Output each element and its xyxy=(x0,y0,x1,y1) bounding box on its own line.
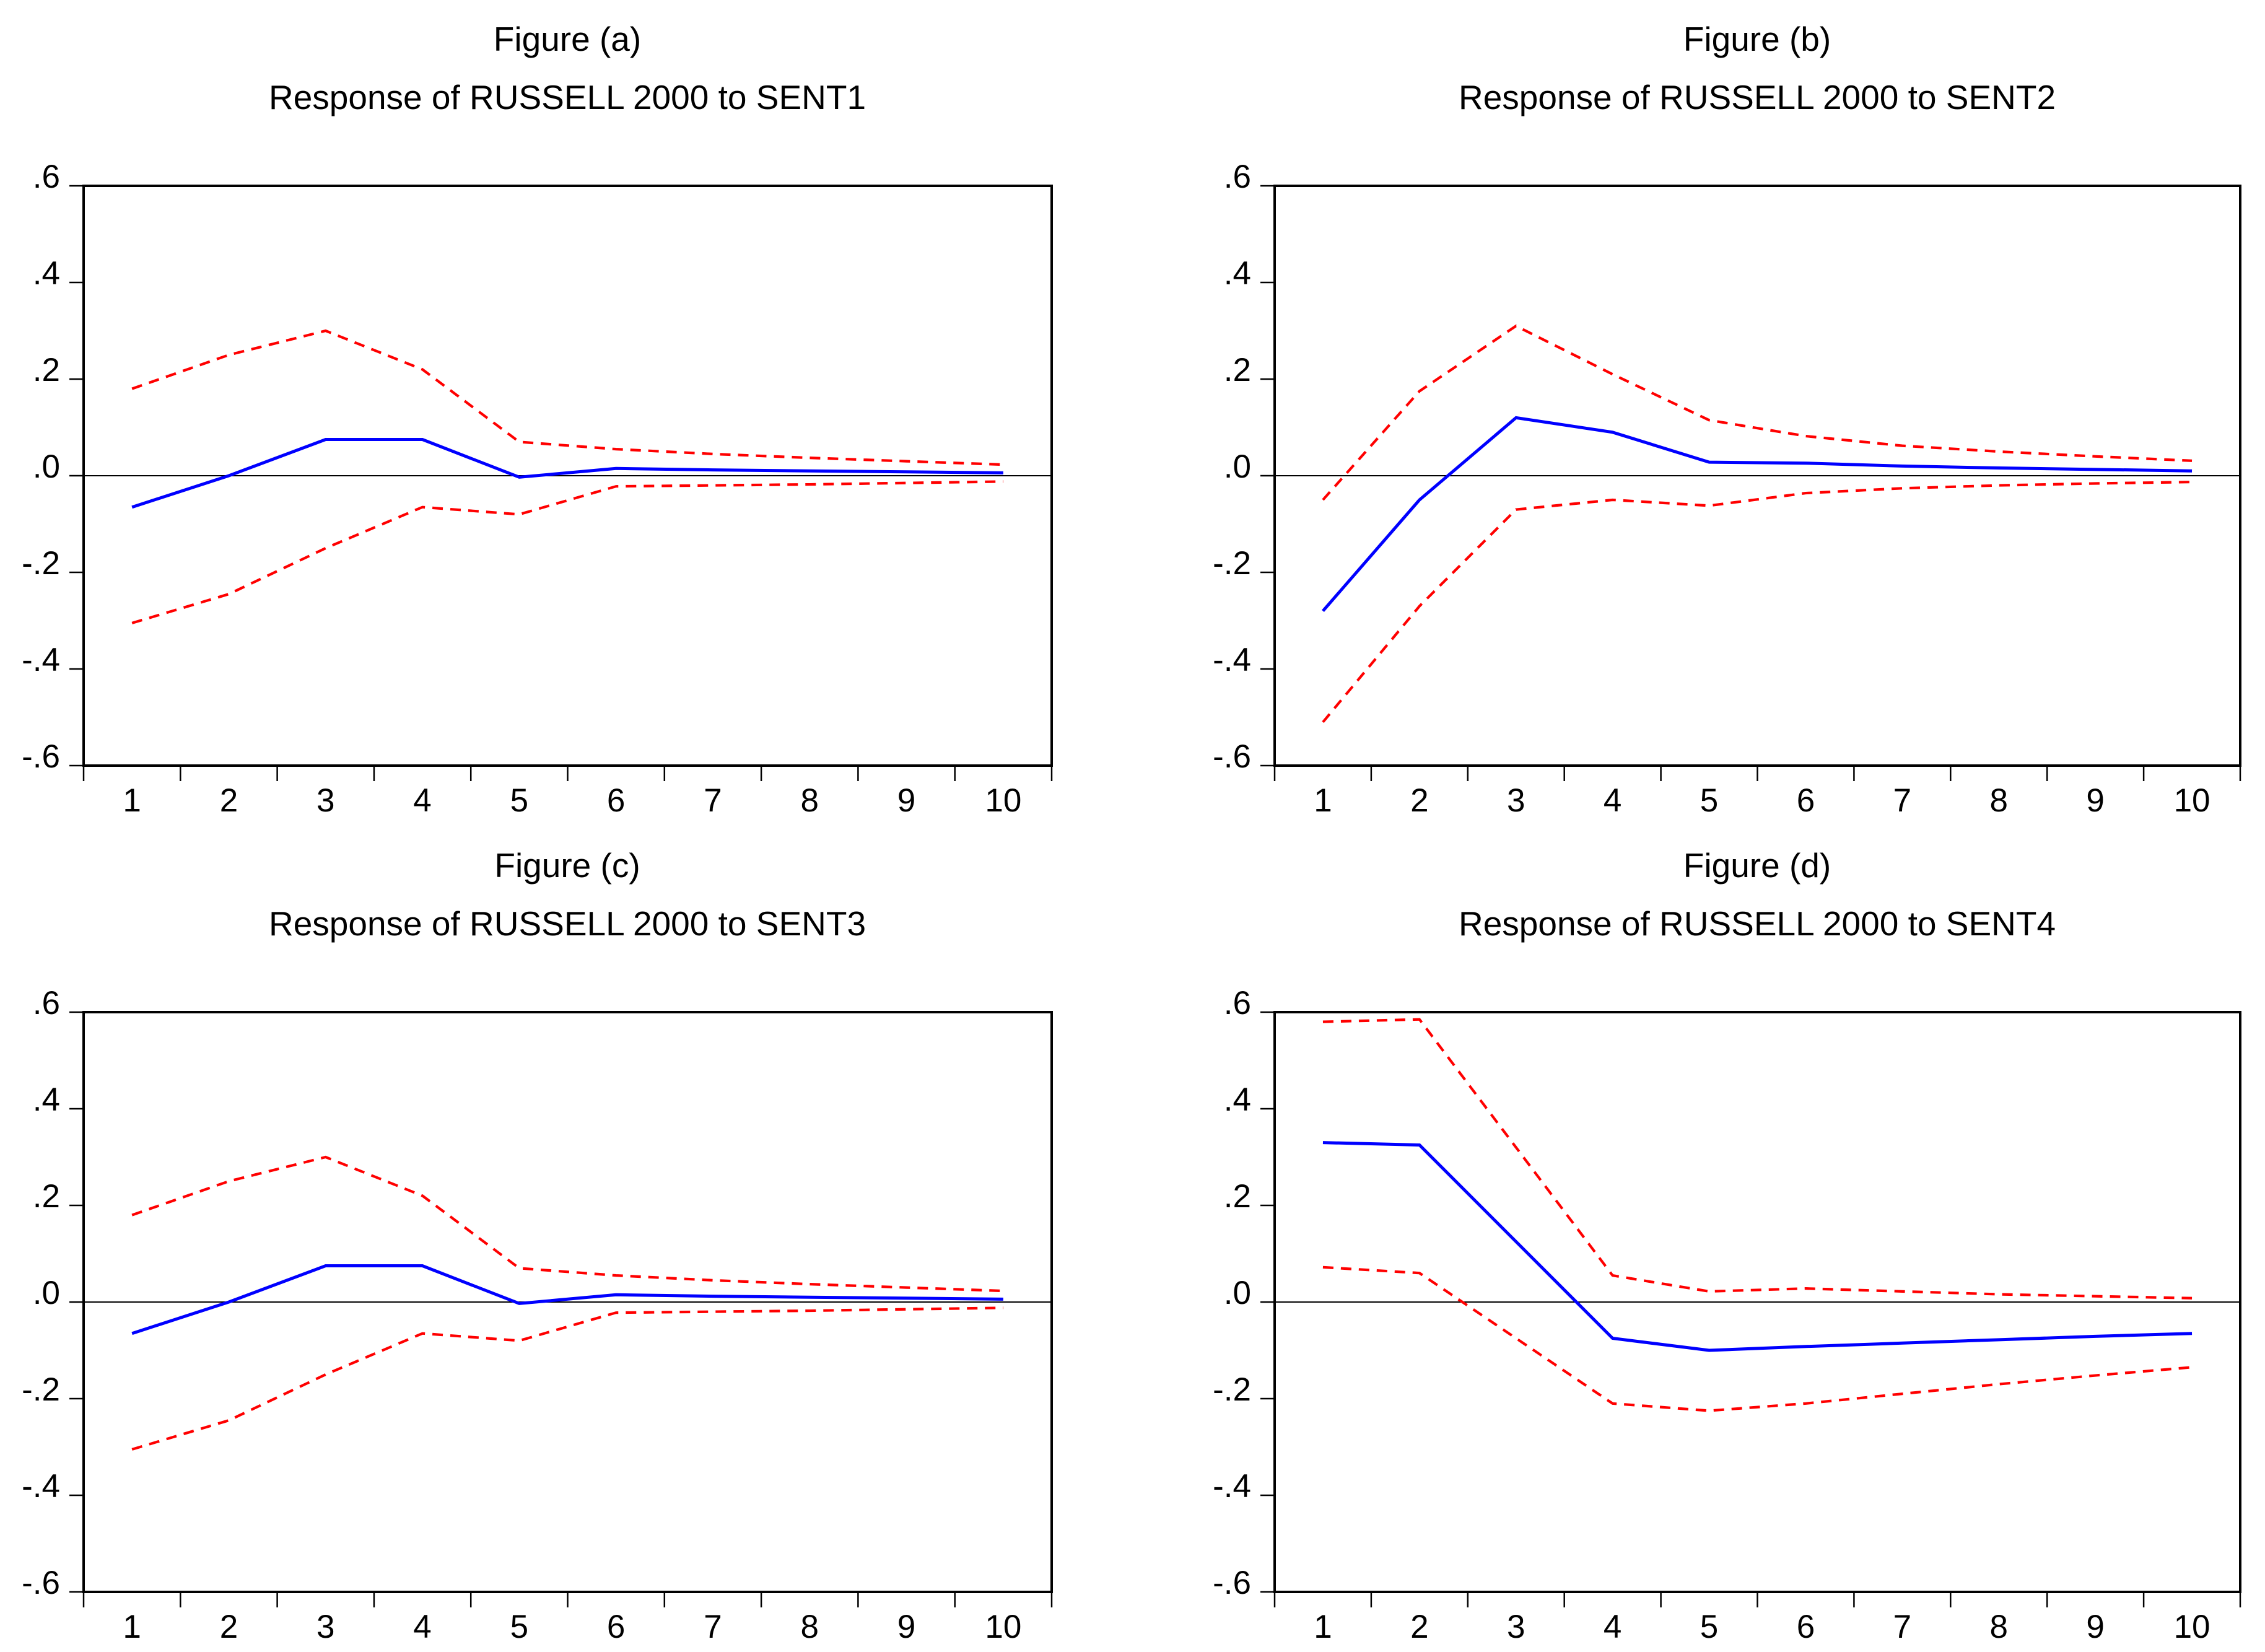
x-tick-label: 5 xyxy=(1700,1609,1718,1645)
y-tick-label: -.6 xyxy=(22,1565,60,1601)
y-tick-label: .2 xyxy=(1224,1178,1251,1215)
x-tick-label: 2 xyxy=(1410,1609,1428,1645)
x-tick-label: 5 xyxy=(1700,782,1718,819)
x-tick-label: 7 xyxy=(704,782,722,819)
x-tick-label: 5 xyxy=(510,1609,528,1645)
x-tick-label: 9 xyxy=(897,1609,915,1645)
x-tick-label: 10 xyxy=(2174,1609,2210,1645)
y-tick-label: -.4 xyxy=(22,1468,60,1505)
x-tick-label: 1 xyxy=(123,1609,141,1645)
x-tick-label: 4 xyxy=(413,1609,431,1645)
y-tick-label: .2 xyxy=(1224,352,1251,388)
y-tick-label: -.6 xyxy=(1213,738,1251,775)
figure-label: Figure (b) xyxy=(1683,20,1831,58)
y-tick-label: .6 xyxy=(33,159,60,195)
chart-title: Response of RUSSELL 2000 to SENT2 xyxy=(1458,78,2056,116)
upper-band-line xyxy=(131,1155,1003,1293)
x-tick-label: 10 xyxy=(985,782,1021,819)
x-tick-label: 4 xyxy=(1604,782,1621,819)
x-tick-label: 7 xyxy=(1893,782,1911,819)
irf-chart-sent1: .6 .4 .2 .0 -.2 -.4 -.6 1 2 3 4 5 6 7 8 9 10 xyxy=(22,159,1053,819)
y-tick-label: .6 xyxy=(1224,985,1251,1021)
x-tick-label: 8 xyxy=(801,1609,819,1645)
x-tick-label: 3 xyxy=(316,782,334,819)
x-tick-label: 7 xyxy=(1893,1609,1911,1645)
y-tick-label: -.4 xyxy=(1213,642,1251,678)
response-line xyxy=(131,438,1003,509)
figure-label: Figure (a) xyxy=(493,20,642,58)
x-tick-label: 8 xyxy=(801,782,819,819)
y-tick-label: .0 xyxy=(1224,1275,1251,1311)
figure-label: Figure (c) xyxy=(494,846,640,885)
y-tick-label: -.6 xyxy=(22,738,60,775)
x-tick-label: 3 xyxy=(1507,782,1525,819)
chart-title: Response of RUSSELL 2000 to SENT3 xyxy=(268,904,866,943)
x-tick-label: 8 xyxy=(1990,1609,2008,1645)
y-tick-label: -.2 xyxy=(22,1371,60,1408)
x-tick-label: 1 xyxy=(1314,1609,1332,1645)
panel-figure-a: Figure (a) Response of RUSSELL 2000 to S… xyxy=(0,0,1132,826)
x-tick-label: 5 xyxy=(510,782,528,819)
x-tick-label: 4 xyxy=(1604,1609,1621,1645)
response-line xyxy=(131,1264,1003,1335)
x-tick-label: 2 xyxy=(220,782,238,819)
x-tick-label: 2 xyxy=(1410,782,1428,819)
y-tick-label: .4 xyxy=(33,1082,60,1118)
y-tick-label: .4 xyxy=(1224,1082,1251,1118)
y-tick-label: .0 xyxy=(33,448,60,485)
x-tick-label: 6 xyxy=(607,782,625,819)
x-tick-label: 1 xyxy=(1314,782,1332,819)
y-tick-label: -.2 xyxy=(1213,1371,1251,1408)
x-tick-label: 3 xyxy=(316,1609,334,1645)
y-tick-label: .4 xyxy=(1224,255,1251,292)
y-tick-label: .2 xyxy=(33,352,60,388)
y-tick-label: -.6 xyxy=(1213,1565,1251,1601)
irf-chart-sent4: .6 .4 .2 .0 -.2 -.4 -.6 1 2 3 4 5 6 7 8 9 10 xyxy=(1213,985,2241,1645)
x-tick-label: 6 xyxy=(1797,1609,1815,1645)
x-tick-label: 3 xyxy=(1507,1609,1525,1645)
panel-figure-c: Figure (c) Response of RUSSELL 2000 to S… xyxy=(0,826,1132,1652)
chart-title: Response of RUSSELL 2000 to SENT4 xyxy=(1458,904,2056,943)
x-tick-label: 2 xyxy=(220,1609,238,1645)
upper-band-line xyxy=(1322,324,2193,501)
panel-figure-d: Figure (d) Response of RUSSELL 2000 to S… xyxy=(1133,826,2265,1652)
response-line xyxy=(1322,416,2193,613)
lower-band-line xyxy=(131,1306,1003,1451)
lower-band-line xyxy=(1322,1265,2193,1412)
irf-chart-sent2: .6 .4 .2 .0 -.2 -.4 -.6 1 2 3 4 5 6 7 8 9 10 xyxy=(1213,159,2241,819)
x-tick-label: 6 xyxy=(607,1609,625,1645)
x-tick-label: 10 xyxy=(2174,782,2210,819)
upper-band-line xyxy=(131,329,1003,466)
y-tick-label: .0 xyxy=(1224,448,1251,485)
lower-band-line xyxy=(1322,481,2193,723)
figure-label: Figure (d) xyxy=(1683,846,1831,885)
y-tick-label: .4 xyxy=(33,255,60,292)
y-tick-label: .0 xyxy=(33,1275,60,1311)
panel-figure-b: Figure (b) Response of RUSSELL 2000 to S… xyxy=(1133,0,2265,826)
x-tick-label: 6 xyxy=(1797,782,1815,819)
upper-band-line xyxy=(1322,1018,2193,1300)
x-tick-label: 9 xyxy=(897,782,915,819)
chart-title: Response of RUSSELL 2000 to SENT1 xyxy=(268,78,866,116)
response-line xyxy=(1322,1141,2193,1352)
x-tick-label: 8 xyxy=(1990,782,2008,819)
x-tick-label: 9 xyxy=(2086,1609,2104,1645)
y-tick-label: .2 xyxy=(33,1178,60,1215)
y-tick-label: -.2 xyxy=(1213,545,1251,582)
lower-band-line xyxy=(131,480,1003,624)
y-tick-label: .6 xyxy=(1224,159,1251,195)
x-tick-label: 7 xyxy=(704,1609,722,1645)
irf-chart-sent3: .6 .4 .2 .0 -.2 -.4 -.6 1 2 3 4 5 6 7 8 9 10 xyxy=(22,985,1053,1645)
x-tick-label: 4 xyxy=(413,782,431,819)
x-tick-label: 10 xyxy=(985,1609,1021,1645)
y-tick-label: -.2 xyxy=(22,545,60,582)
x-tick-label: 9 xyxy=(2086,782,2104,819)
y-tick-label: -.4 xyxy=(1213,1468,1251,1505)
y-tick-label: -.4 xyxy=(22,642,60,678)
y-tick-label: .6 xyxy=(33,985,60,1021)
x-tick-label: 1 xyxy=(123,782,141,819)
